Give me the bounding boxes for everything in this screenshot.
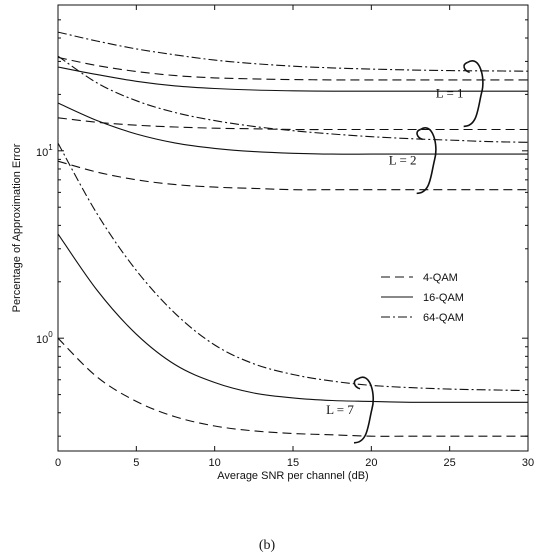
annotation-layer: L = 1 L = 2 L = 7 <box>326 60 484 444</box>
series-line-5 <box>57 102 528 155</box>
series-line-6 <box>57 55 529 143</box>
x-tick-label: 20 <box>365 457 377 469</box>
series-layer <box>57 31 529 437</box>
annotation-label-3: L = 7 <box>326 402 354 417</box>
x-tick-label: 25 <box>444 457 456 469</box>
legend-label-64qam: 64-QAM <box>423 312 464 324</box>
x-tick-label: 5 <box>133 457 139 469</box>
annotation-label-2: L = 2 <box>389 152 417 167</box>
series-line-1 <box>57 56 528 81</box>
x-axis-title: Average SNR per channel (dB) <box>217 470 368 482</box>
series-line-4 <box>57 117 528 131</box>
y-tick-label: 101 <box>36 143 53 159</box>
legend-label-4qam: 4-QAM <box>423 272 458 284</box>
series-line-2 <box>57 66 528 92</box>
annotation-bracket-1 <box>463 60 484 128</box>
annotation-bracket-2 <box>416 127 437 195</box>
series-line-7 <box>57 160 528 191</box>
x-tick-label: 15 <box>287 457 299 469</box>
figure-caption: (b) <box>259 538 276 553</box>
y-tick-label: 100 <box>36 330 53 346</box>
x-tick-label: 30 <box>522 457 534 469</box>
series-line-10 <box>57 142 529 392</box>
legend: 4-QAM 16-QAM 64-QAM <box>381 272 464 324</box>
annotation-label-1: L = 1 <box>436 85 464 100</box>
annotation-bracket-3 <box>353 376 374 444</box>
series-line-8 <box>57 337 528 437</box>
x-axis-ticks: 0 5 10 15 20 25 30 <box>55 5 534 469</box>
y-axis-title: Percentage of Approximation Error <box>11 143 23 312</box>
x-tick-label: 10 <box>209 457 221 469</box>
plot-area-frame <box>57 4 529 452</box>
series-line-3 <box>57 31 529 72</box>
legend-label-16qam: 16-QAM <box>423 292 464 304</box>
x-tick-label: 0 <box>55 457 61 469</box>
series-line-9 <box>57 233 528 403</box>
